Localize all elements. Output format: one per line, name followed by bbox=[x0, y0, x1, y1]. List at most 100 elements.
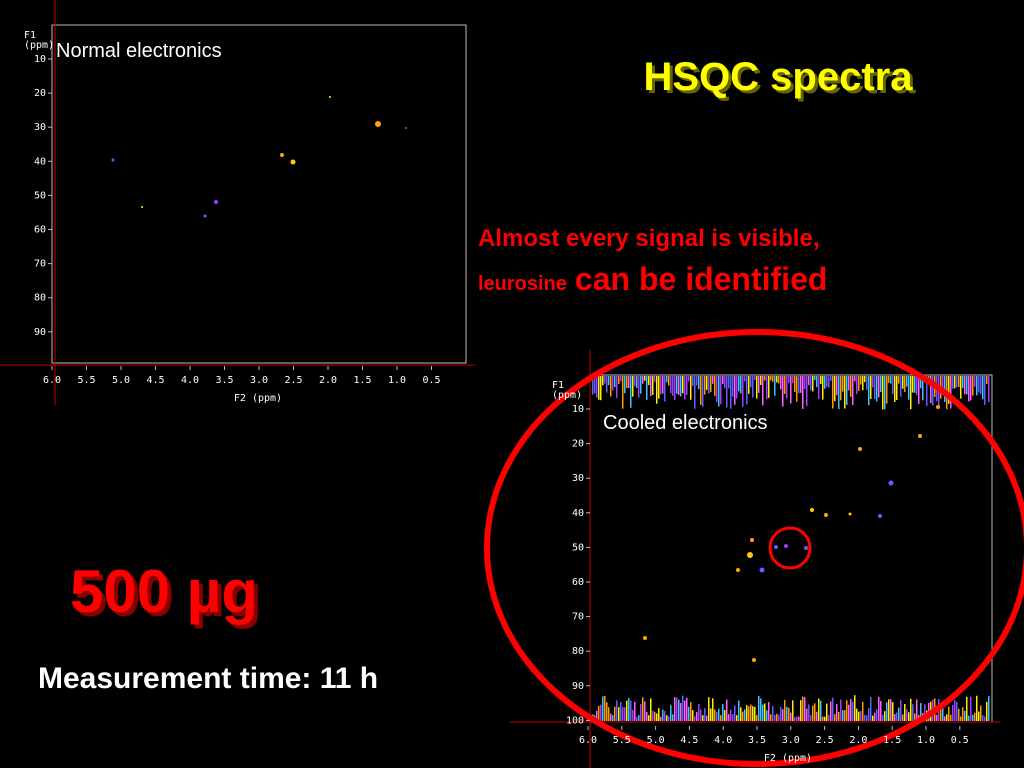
noise bbox=[592, 376, 594, 395]
noise bbox=[632, 376, 634, 397]
noise bbox=[924, 704, 926, 721]
noise bbox=[880, 701, 882, 721]
noise bbox=[772, 706, 774, 721]
peak bbox=[824, 513, 828, 517]
noise bbox=[950, 714, 952, 721]
noise bbox=[836, 376, 838, 396]
x-tick-label: 2.0 bbox=[319, 375, 337, 386]
noise bbox=[844, 376, 846, 409]
noise bbox=[782, 376, 784, 407]
noise bbox=[946, 714, 948, 721]
noise bbox=[862, 701, 864, 721]
noise bbox=[754, 706, 756, 721]
noise bbox=[868, 376, 870, 406]
peak bbox=[280, 153, 284, 157]
noise bbox=[950, 376, 952, 409]
noise bbox=[638, 376, 640, 398]
title-shadow: HSQC spectra bbox=[647, 58, 917, 102]
noise bbox=[964, 376, 966, 395]
measurement-time: Measurement time: 11 h bbox=[38, 662, 378, 695]
noise bbox=[798, 716, 800, 721]
noise bbox=[866, 376, 868, 390]
x-tick-label: 3.5 bbox=[215, 375, 233, 386]
noise bbox=[614, 376, 616, 388]
noise bbox=[810, 714, 812, 721]
noise bbox=[780, 376, 782, 390]
noise bbox=[868, 708, 870, 721]
noise bbox=[612, 715, 614, 721]
noise bbox=[978, 376, 980, 393]
x-tick-label: 1.0 bbox=[917, 735, 935, 746]
noise bbox=[906, 376, 908, 387]
noise bbox=[728, 376, 730, 389]
peak bbox=[810, 508, 814, 512]
noise bbox=[812, 376, 814, 392]
noise bbox=[880, 376, 882, 392]
noise bbox=[886, 376, 888, 404]
noise bbox=[758, 695, 760, 721]
y-tick-label: 30 bbox=[572, 473, 584, 484]
noise bbox=[760, 698, 762, 721]
noise bbox=[854, 376, 856, 382]
peaks bbox=[111, 96, 407, 218]
noise bbox=[818, 376, 820, 400]
panel-label: Normal electronics bbox=[56, 40, 222, 62]
noise bbox=[810, 376, 812, 391]
x-tick-label: 5.5 bbox=[77, 375, 95, 386]
noise bbox=[840, 699, 842, 721]
noise bbox=[652, 376, 654, 395]
noise bbox=[802, 376, 804, 409]
noise bbox=[982, 715, 984, 721]
noise bbox=[814, 376, 816, 381]
noise bbox=[638, 715, 640, 721]
noise bbox=[626, 376, 628, 388]
noise bbox=[984, 376, 986, 405]
noise bbox=[940, 707, 942, 721]
noise bbox=[684, 376, 686, 400]
noise bbox=[768, 376, 770, 398]
noise bbox=[766, 710, 768, 721]
noise bbox=[890, 699, 892, 721]
noise bbox=[968, 715, 970, 721]
noise bbox=[972, 376, 974, 396]
noise bbox=[640, 376, 642, 394]
noise bbox=[776, 713, 778, 721]
noise bbox=[596, 376, 598, 398]
noise bbox=[636, 716, 638, 721]
noise bbox=[866, 715, 868, 721]
peak bbox=[752, 658, 756, 662]
noise bbox=[902, 714, 904, 721]
noise bbox=[630, 376, 632, 408]
noise bbox=[622, 707, 624, 721]
noise bbox=[890, 376, 892, 384]
x-tick-label: 4.5 bbox=[680, 735, 698, 746]
noise bbox=[630, 700, 632, 721]
peak bbox=[375, 121, 381, 127]
noise bbox=[736, 376, 738, 399]
y-axis-label: (ppm) bbox=[552, 390, 582, 401]
noise bbox=[726, 699, 728, 721]
noise bbox=[706, 376, 708, 390]
peak bbox=[111, 158, 115, 162]
noise bbox=[854, 695, 856, 721]
noise bbox=[894, 714, 896, 721]
noise bbox=[606, 702, 608, 721]
noise bbox=[900, 700, 902, 721]
noise bbox=[784, 699, 786, 721]
peak bbox=[290, 159, 296, 165]
x-tick-label: 4.5 bbox=[146, 375, 164, 386]
x-tick-label: 4.0 bbox=[181, 375, 199, 386]
noise bbox=[710, 708, 712, 721]
noise bbox=[864, 376, 866, 383]
noise bbox=[768, 702, 770, 721]
x-tick-label: 2.5 bbox=[816, 735, 834, 746]
noise bbox=[666, 715, 668, 721]
noise bbox=[678, 699, 680, 721]
peak bbox=[858, 447, 862, 451]
noise bbox=[818, 698, 820, 721]
noise bbox=[692, 376, 694, 387]
noise bbox=[644, 701, 646, 721]
noise bbox=[884, 376, 886, 410]
peak bbox=[750, 538, 754, 542]
noise bbox=[750, 376, 752, 388]
